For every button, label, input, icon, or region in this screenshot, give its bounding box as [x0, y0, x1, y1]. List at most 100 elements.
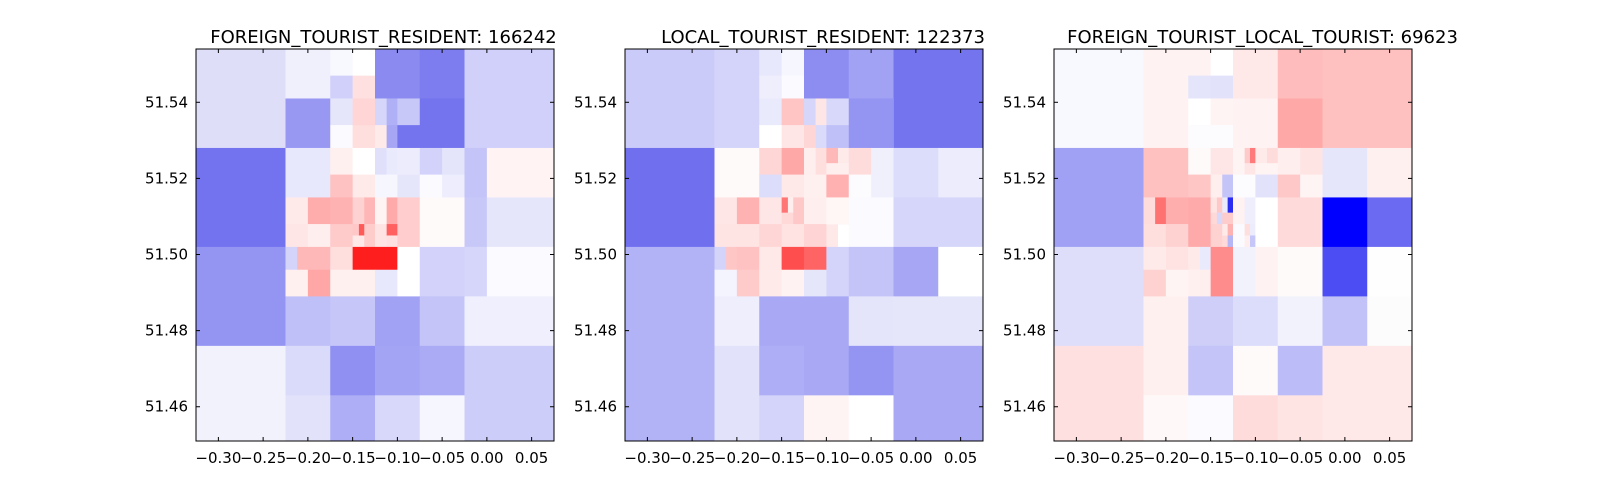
heatmap-cell	[419, 49, 465, 99]
heatmap-cell	[442, 147, 465, 175]
heatmap-cell	[826, 197, 850, 225]
heatmap-cell	[848, 246, 894, 297]
y-tick-label: 51.46	[574, 398, 617, 416]
heatmap-cell	[419, 395, 465, 442]
heatmap-cell	[397, 174, 421, 198]
heatmap-cell	[625, 49, 715, 149]
heatmap-cell	[1250, 224, 1256, 236]
heatmap-cell	[787, 197, 794, 214]
heatmap-cell	[838, 147, 850, 164]
heatmap-cell	[1165, 224, 1189, 248]
heatmap-cell	[375, 296, 421, 347]
heatmap-cell	[1244, 147, 1251, 164]
heatmap-cell	[826, 125, 850, 149]
heatmap-cell	[893, 296, 984, 347]
heatmap-cell	[1250, 235, 1256, 248]
heatmap-cell	[285, 296, 331, 347]
heatmap-cell	[1143, 147, 1189, 198]
heatmap-cell	[714, 296, 760, 347]
x-tick-label: −0.20	[285, 449, 331, 467]
heatmap-cell	[330, 395, 376, 442]
heatmap-cell	[759, 197, 783, 225]
heatmap-cell	[419, 98, 465, 149]
x-tick-label: −0.15	[1188, 449, 1234, 467]
heatmap-cell	[871, 174, 894, 198]
y-axis: 51.54 51.52 51.50 51.48 51.46	[1003, 93, 1412, 416]
heatmap-cell	[804, 49, 850, 99]
heatmap-cell	[815, 125, 827, 149]
heatmap-cell	[196, 246, 286, 347]
heatmap-cell	[285, 147, 331, 198]
heatmap-cell	[781, 174, 805, 198]
heatmap-cell	[364, 197, 376, 225]
heatmap-cell	[1277, 174, 1301, 198]
heatmap-cell	[358, 224, 365, 236]
heatmap-cell	[1322, 49, 1413, 149]
y-axis: 51.54 51.52 51.50 51.48 51.46	[574, 93, 983, 416]
x-tick-label: −0.30	[624, 449, 670, 467]
heatmap-cell	[386, 147, 398, 175]
heatmap-cell	[1188, 246, 1201, 271]
heatmap-cell	[1210, 246, 1234, 297]
heatmap-cell	[804, 174, 827, 198]
heatmap-cell	[1165, 197, 1189, 225]
heatmap-cell	[1255, 246, 1279, 297]
heatmap-cell	[1277, 98, 1323, 149]
heatmap-cell	[804, 147, 817, 175]
heatmap-cell	[759, 147, 783, 175]
x-tick-label: 0.05	[944, 449, 977, 467]
y-tick-label: 51.52	[145, 169, 188, 187]
heatmap-cell	[714, 49, 760, 149]
heatmap-cell	[285, 98, 331, 149]
heatmap-cell	[1277, 147, 1301, 175]
heatmap-cell	[1143, 49, 1189, 149]
heatmap-cell	[1322, 296, 1368, 347]
x-tick-label: 0.05	[515, 449, 548, 467]
heatmap-cell	[848, 174, 872, 198]
heatmap-cell	[375, 147, 388, 175]
heatmap-cell	[375, 98, 388, 126]
heatmap-cell	[714, 345, 760, 442]
heatmap-cell	[1188, 75, 1212, 99]
heatmap-cell	[759, 395, 805, 442]
y-axis: 51.54 51.52 51.50 51.48 51.46	[145, 93, 554, 416]
x-tick-label: −0.05	[419, 449, 465, 467]
heatmap-cell	[486, 246, 555, 297]
x-tick-label: −0.20	[1143, 449, 1189, 467]
heatmap-cell	[330, 269, 376, 297]
heatmap-cell	[285, 345, 331, 396]
heatmap-cell	[1188, 49, 1212, 77]
heatmap-cells	[625, 49, 984, 442]
heatmap-cell	[1367, 296, 1413, 347]
heatmap-cell	[1165, 246, 1189, 271]
heatmap-cell	[330, 246, 354, 271]
heatmap-cell	[330, 98, 354, 126]
heatmap-cell	[352, 224, 360, 236]
heatmap-cell	[1367, 147, 1413, 198]
heatmap-cell	[804, 395, 850, 442]
heatmap-cell	[804, 224, 827, 248]
heatmap-cell	[386, 235, 398, 248]
heatmap-cell	[759, 296, 850, 347]
heatmap-cell	[1233, 49, 1279, 99]
heatmap-cell	[1188, 125, 1234, 149]
heatmap-cell	[352, 75, 376, 99]
heatmap-cell	[815, 98, 827, 126]
heatmap-cell	[419, 147, 443, 175]
y-tick-label: 51.46	[145, 398, 188, 416]
heatmap-cell	[419, 246, 465, 297]
y-tick-label: 51.52	[1003, 169, 1046, 187]
heatmap-cell	[781, 75, 805, 99]
heatmap-cell	[848, 345, 894, 396]
panel-title: FOREIGN_TOURIST_RESIDENT: 166242	[210, 27, 557, 48]
heatmap-cell	[1054, 345, 1144, 442]
heatmap-cell	[375, 224, 388, 248]
heatmap-cell	[1210, 197, 1218, 214]
heatmap-cell	[781, 224, 805, 248]
heatmap-cell	[1155, 197, 1167, 225]
heatmap-cell	[804, 125, 817, 149]
heatmap-cell	[759, 49, 783, 77]
heatmap-cell	[871, 147, 894, 175]
heatmap-cell	[352, 125, 376, 149]
x-tick-label: −0.25	[1098, 449, 1144, 467]
